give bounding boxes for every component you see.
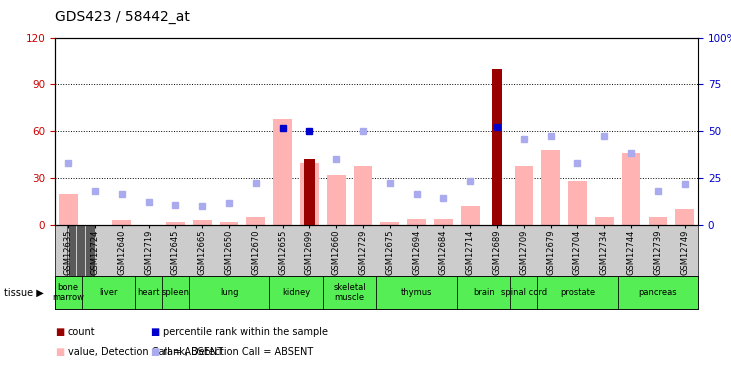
Bar xyxy=(246,217,265,225)
Text: value, Detection Call = ABSENT: value, Detection Call = ABSENT xyxy=(68,348,223,357)
Text: GDS423 / 58442_at: GDS423 / 58442_at xyxy=(55,10,190,24)
Bar xyxy=(376,276,457,309)
Text: liver: liver xyxy=(99,288,118,297)
Text: ■: ■ xyxy=(150,348,159,357)
Text: count: count xyxy=(68,327,96,337)
Bar xyxy=(595,217,613,225)
Text: skeletal
muscle: skeletal muscle xyxy=(333,283,366,302)
Bar xyxy=(434,219,452,225)
Bar xyxy=(380,222,399,225)
Bar xyxy=(273,119,292,225)
Bar xyxy=(304,159,315,225)
Bar xyxy=(327,175,346,225)
Text: percentile rank within the sample: percentile rank within the sample xyxy=(163,327,328,337)
Bar xyxy=(55,276,82,309)
Bar xyxy=(82,276,135,309)
Bar xyxy=(618,276,698,309)
Bar xyxy=(568,181,587,225)
Bar xyxy=(162,276,189,309)
Text: heart: heart xyxy=(137,288,160,297)
Text: kidney: kidney xyxy=(282,288,310,297)
Text: ■: ■ xyxy=(55,327,64,337)
Bar xyxy=(457,276,510,309)
Bar xyxy=(354,166,372,225)
Bar xyxy=(323,276,376,309)
Bar xyxy=(492,69,502,225)
Bar xyxy=(621,153,640,225)
Bar xyxy=(58,194,77,225)
Bar xyxy=(510,276,537,309)
Text: bone
marrow: bone marrow xyxy=(52,283,84,302)
Bar xyxy=(219,222,238,225)
Bar xyxy=(515,166,533,225)
Bar xyxy=(537,276,618,309)
Text: spinal cord: spinal cord xyxy=(501,288,547,297)
Text: tissue ▶: tissue ▶ xyxy=(4,288,43,297)
Bar xyxy=(461,206,480,225)
Bar xyxy=(269,276,323,309)
Text: thymus: thymus xyxy=(401,288,433,297)
Text: lung: lung xyxy=(220,288,238,297)
Bar xyxy=(113,220,132,225)
Bar xyxy=(166,222,185,225)
Bar xyxy=(407,219,426,225)
Text: ■: ■ xyxy=(150,327,159,337)
Text: rank, Detection Call = ABSENT: rank, Detection Call = ABSENT xyxy=(163,348,314,357)
Bar xyxy=(300,162,319,225)
Bar xyxy=(648,217,667,225)
Text: pancreas: pancreas xyxy=(639,288,677,297)
Bar xyxy=(675,209,694,225)
Bar xyxy=(135,276,162,309)
Text: ■: ■ xyxy=(55,348,64,357)
Text: brain: brain xyxy=(473,288,495,297)
Bar xyxy=(189,276,269,309)
Text: spleen: spleen xyxy=(162,288,189,297)
Text: prostate: prostate xyxy=(560,288,595,297)
Bar xyxy=(541,150,560,225)
Bar xyxy=(193,220,212,225)
